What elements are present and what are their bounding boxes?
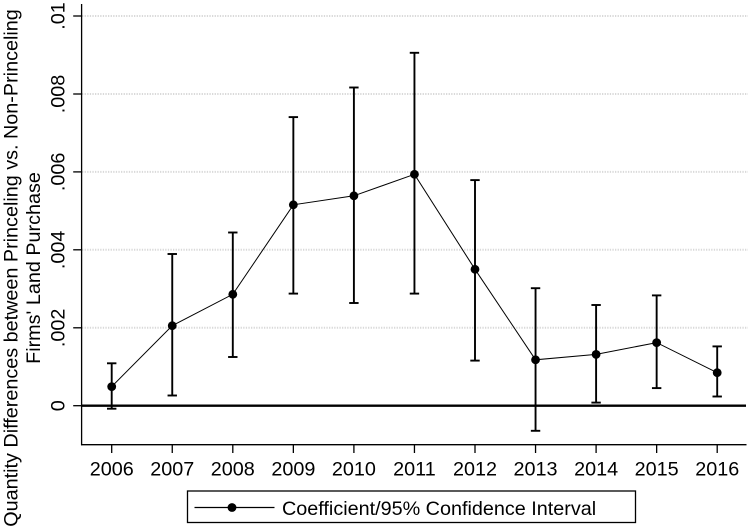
svg-text:2006: 2006 xyxy=(90,458,134,480)
svg-text:0: 0 xyxy=(48,400,70,411)
svg-text:2007: 2007 xyxy=(150,458,194,480)
svg-text:Quantity Differences between P: Quantity Differences between Princeling … xyxy=(1,9,23,527)
svg-text:.008: .008 xyxy=(48,75,70,114)
svg-text:.006: .006 xyxy=(48,153,70,192)
svg-text:2011: 2011 xyxy=(393,458,436,480)
svg-text:2008: 2008 xyxy=(211,458,255,480)
svg-text:.002: .002 xyxy=(48,309,70,348)
svg-text:.01: .01 xyxy=(48,2,70,30)
svg-text:2010: 2010 xyxy=(332,458,376,480)
svg-text:Firms' Land Purchase: Firms' Land Purchase xyxy=(23,172,45,364)
svg-text:2012: 2012 xyxy=(453,458,497,480)
svg-text:2016: 2016 xyxy=(695,458,739,480)
svg-text:Coefficient/95% Confidence Int: Coefficient/95% Confidence Interval xyxy=(282,498,596,520)
svg-text:2015: 2015 xyxy=(635,458,679,480)
svg-text:2013: 2013 xyxy=(514,458,558,480)
svg-text:2009: 2009 xyxy=(271,458,315,480)
svg-text:2014: 2014 xyxy=(574,458,618,480)
svg-text:.004: .004 xyxy=(48,231,70,270)
